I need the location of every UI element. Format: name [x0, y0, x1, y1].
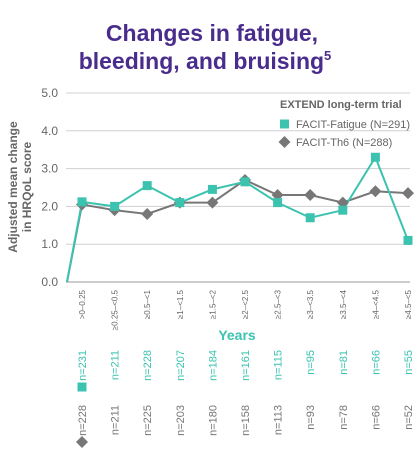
n-label: n=161 [240, 350, 252, 381]
y-tick-label: 5.0 [41, 86, 58, 100]
x-tick-label: ≥0.5–<1 [143, 289, 152, 319]
marker [304, 189, 317, 202]
y-tick-label: 1.0 [41, 237, 58, 251]
legend-label: FACIT-Th6 (N=288) [296, 137, 392, 149]
marker [142, 181, 152, 191]
y-tick-label: 0.0 [41, 275, 58, 289]
n-label: n=55 [403, 350, 415, 375]
marker [370, 152, 380, 162]
legend-marker [278, 136, 291, 148]
marker [206, 196, 219, 209]
n-label: n=203 [175, 405, 187, 436]
n-label: n=211 [110, 405, 122, 435]
x-tick-label: ≥0.25–<0.5 [111, 289, 120, 330]
marker [403, 235, 413, 245]
n-label: n=78 [338, 405, 350, 430]
x-tick-label: ≥4.5–<5 [404, 289, 413, 319]
x-tick-label: ≥2.5–<3 [274, 289, 283, 319]
x-tick-label: ≥1.5–<2 [208, 289, 217, 319]
x-tick-label: ≥3–<3.5 [306, 289, 315, 319]
marker [271, 189, 284, 202]
x-axis-label: Years [218, 327, 256, 343]
n-label: n=158 [240, 405, 252, 436]
n-label: n=211 [110, 350, 122, 380]
n-label: n=231 [77, 350, 89, 381]
row-marker [76, 436, 88, 448]
y-tick-label: 2.0 [41, 199, 58, 213]
row-marker [77, 382, 87, 392]
chart-title: Changes in fatigue, [106, 20, 318, 46]
marker [141, 207, 154, 220]
series-line [66, 155, 409, 283]
x-tick-label: ≥1–<1.5 [176, 289, 185, 319]
legend-title: EXTEND long-term trial [280, 99, 402, 111]
marker [305, 213, 315, 223]
n-label: n=66 [370, 350, 382, 375]
chart-title-line: bleeding, and bruising [79, 48, 324, 74]
x-tick-label: ≥2–<2.5 [241, 289, 250, 319]
n-label: n=66 [370, 405, 382, 430]
n-label: n=115 [273, 350, 285, 380]
n-label: n=81 [338, 350, 350, 375]
marker [110, 201, 120, 211]
marker [336, 196, 349, 209]
marker [369, 185, 382, 198]
marker [402, 187, 414, 200]
y-axis-label: in HRQoL score [20, 141, 34, 232]
legend-label: FACIT-Fatigue (N=291) [296, 119, 410, 131]
n-label: n=225 [142, 405, 154, 436]
series-line [66, 178, 409, 283]
n-label: n=93 [305, 405, 317, 430]
n-label: n=184 [207, 350, 219, 381]
n-label: n=228 [142, 350, 154, 381]
marker [338, 205, 348, 215]
legend-marker [280, 119, 289, 129]
n-label: n=113 [273, 405, 285, 435]
footnote: 5 [324, 48, 331, 63]
y-tick-label: 3.0 [41, 162, 58, 176]
n-label: n=207 [175, 350, 187, 381]
marker [273, 198, 283, 208]
marker [240, 177, 250, 187]
n-label: n=180 [207, 405, 219, 436]
y-tick-label: 4.0 [41, 124, 58, 138]
x-tick-label: ≥4–<4.5 [371, 289, 380, 319]
x-tick-label: >0–0.25 [78, 289, 87, 319]
marker [77, 197, 87, 207]
y-axis-label: Adjusted mean change [6, 121, 20, 253]
x-tick-label: ≥3.5–<4 [339, 289, 348, 319]
marker [207, 184, 217, 194]
n-label: n=95 [305, 350, 317, 375]
n-label: n=52 [403, 405, 415, 430]
n-label: n=228 [77, 405, 89, 436]
chart-title: bleeding, and bruising5 [79, 48, 332, 74]
marker [175, 198, 185, 208]
